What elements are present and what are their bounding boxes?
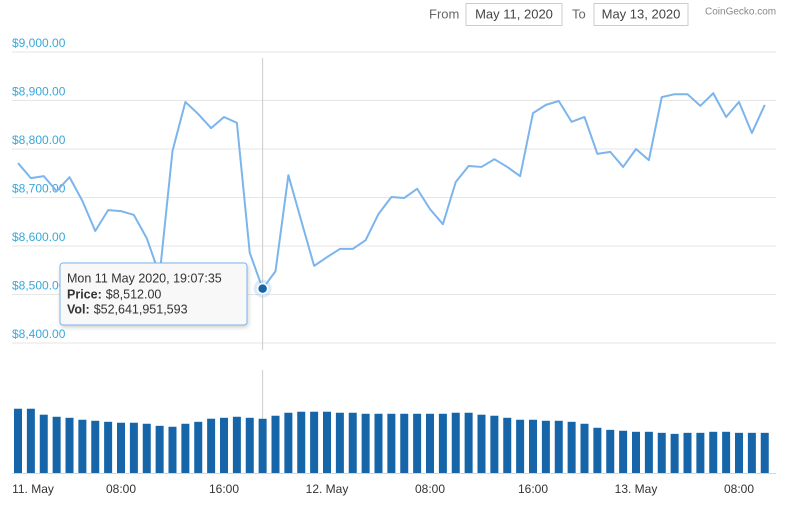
volume-bar bbox=[310, 411, 319, 473]
volume-bar bbox=[696, 432, 705, 473]
volume-bar bbox=[438, 413, 447, 473]
volume-bar bbox=[245, 417, 254, 473]
volume-bar bbox=[709, 431, 718, 473]
tooltip-title: Mon 11 May 2020, 19:07:35 bbox=[67, 271, 222, 285]
volume-bar bbox=[477, 414, 486, 473]
volume-bar bbox=[464, 412, 473, 473]
from-date[interactable]: May 11, 2020 bbox=[475, 6, 553, 21]
volume-bar bbox=[516, 419, 525, 473]
volume-bar bbox=[683, 432, 692, 473]
volume-bar bbox=[104, 421, 113, 473]
volume-bar bbox=[168, 426, 177, 473]
volume-bar bbox=[426, 413, 434, 473]
volume-bar bbox=[670, 433, 679, 473]
volume-bar bbox=[65, 417, 74, 473]
volume-bar bbox=[387, 413, 396, 473]
y-tick-label: $8,400.00 bbox=[12, 327, 66, 341]
volume-bar bbox=[26, 408, 35, 473]
x-tick-label: 13. May bbox=[615, 482, 658, 496]
volume-bar bbox=[52, 416, 61, 473]
volume-bar bbox=[284, 412, 293, 473]
volume-bar bbox=[361, 413, 370, 473]
x-tick-label: 08:00 bbox=[415, 482, 445, 496]
volume-bar bbox=[155, 425, 164, 473]
volume-bar bbox=[747, 432, 756, 473]
x-tick-label: 16:00 bbox=[209, 482, 239, 496]
volume-bar bbox=[760, 432, 769, 473]
volume-bar bbox=[117, 422, 125, 473]
volume-bar bbox=[271, 415, 280, 473]
volume-bar bbox=[400, 413, 409, 473]
volume-bar bbox=[503, 417, 512, 473]
volume-bar bbox=[194, 421, 203, 473]
x-tick-label: 12. May bbox=[306, 482, 349, 496]
x-tick-label: 08:00 bbox=[106, 482, 136, 496]
volume-bar bbox=[91, 420, 100, 473]
from-label: From bbox=[429, 6, 459, 21]
tooltip-box bbox=[59, 262, 248, 326]
tooltip-price: $8,512.00 bbox=[106, 287, 162, 301]
volume-bar bbox=[14, 408, 22, 473]
volume-bar bbox=[554, 420, 563, 473]
y-tick-label: $8,500.00 bbox=[12, 279, 66, 293]
volume-bar bbox=[323, 411, 331, 473]
volume-bar bbox=[593, 427, 602, 473]
volume-bar bbox=[606, 429, 615, 473]
to-date[interactable]: May 13, 2020 bbox=[602, 6, 681, 21]
to-date-input[interactable] bbox=[593, 3, 689, 26]
volume-bar bbox=[632, 431, 640, 473]
volume-bar bbox=[722, 431, 731, 473]
price-line bbox=[17, 92, 766, 290]
y-tick-label: $8,900.00 bbox=[12, 85, 66, 99]
volume-bar bbox=[129, 422, 138, 473]
volume-bar bbox=[735, 432, 743, 473]
volume-bar bbox=[529, 419, 537, 473]
tooltip-price-label: Price: bbox=[67, 287, 102, 301]
hover-point bbox=[256, 282, 269, 295]
volume-bar bbox=[39, 414, 48, 473]
volume-bar bbox=[232, 416, 241, 473]
volume-bar bbox=[619, 430, 628, 473]
volume-bar bbox=[220, 417, 228, 473]
volume-bar bbox=[335, 412, 344, 473]
volume-bar bbox=[297, 411, 306, 473]
tooltip-vol-label: Vol: bbox=[67, 302, 90, 316]
volume-bar bbox=[207, 418, 216, 473]
volume-bar bbox=[348, 412, 357, 473]
tooltip-vol: $52,641,951,593 bbox=[94, 302, 188, 316]
volume-bar bbox=[580, 423, 589, 473]
volume-bar bbox=[258, 418, 267, 473]
x-tick-label: 11. May bbox=[12, 482, 54, 496]
volume-bar bbox=[181, 423, 190, 473]
volume-bar bbox=[490, 415, 499, 473]
volume-bar bbox=[142, 423, 151, 473]
volume-bar bbox=[78, 419, 87, 473]
x-tick-label: 08:00 bbox=[724, 482, 754, 496]
volume-bar bbox=[644, 431, 653, 473]
volume-bar bbox=[413, 413, 422, 473]
volume-bar bbox=[567, 421, 576, 473]
volume-bar bbox=[374, 413, 383, 473]
y-tick-label: $9,000.00 bbox=[12, 36, 66, 50]
volume-bar bbox=[657, 432, 666, 473]
volume-bar bbox=[541, 420, 550, 473]
from-date-input[interactable] bbox=[465, 3, 563, 26]
to-label: To bbox=[572, 6, 586, 21]
y-tick-label: $8,800.00 bbox=[12, 133, 66, 147]
credit: CoinGecko.com bbox=[705, 7, 776, 18]
y-tick-label: $8,600.00 bbox=[12, 230, 66, 244]
volume-bar bbox=[451, 412, 460, 473]
x-tick-label: 16:00 bbox=[518, 482, 548, 496]
